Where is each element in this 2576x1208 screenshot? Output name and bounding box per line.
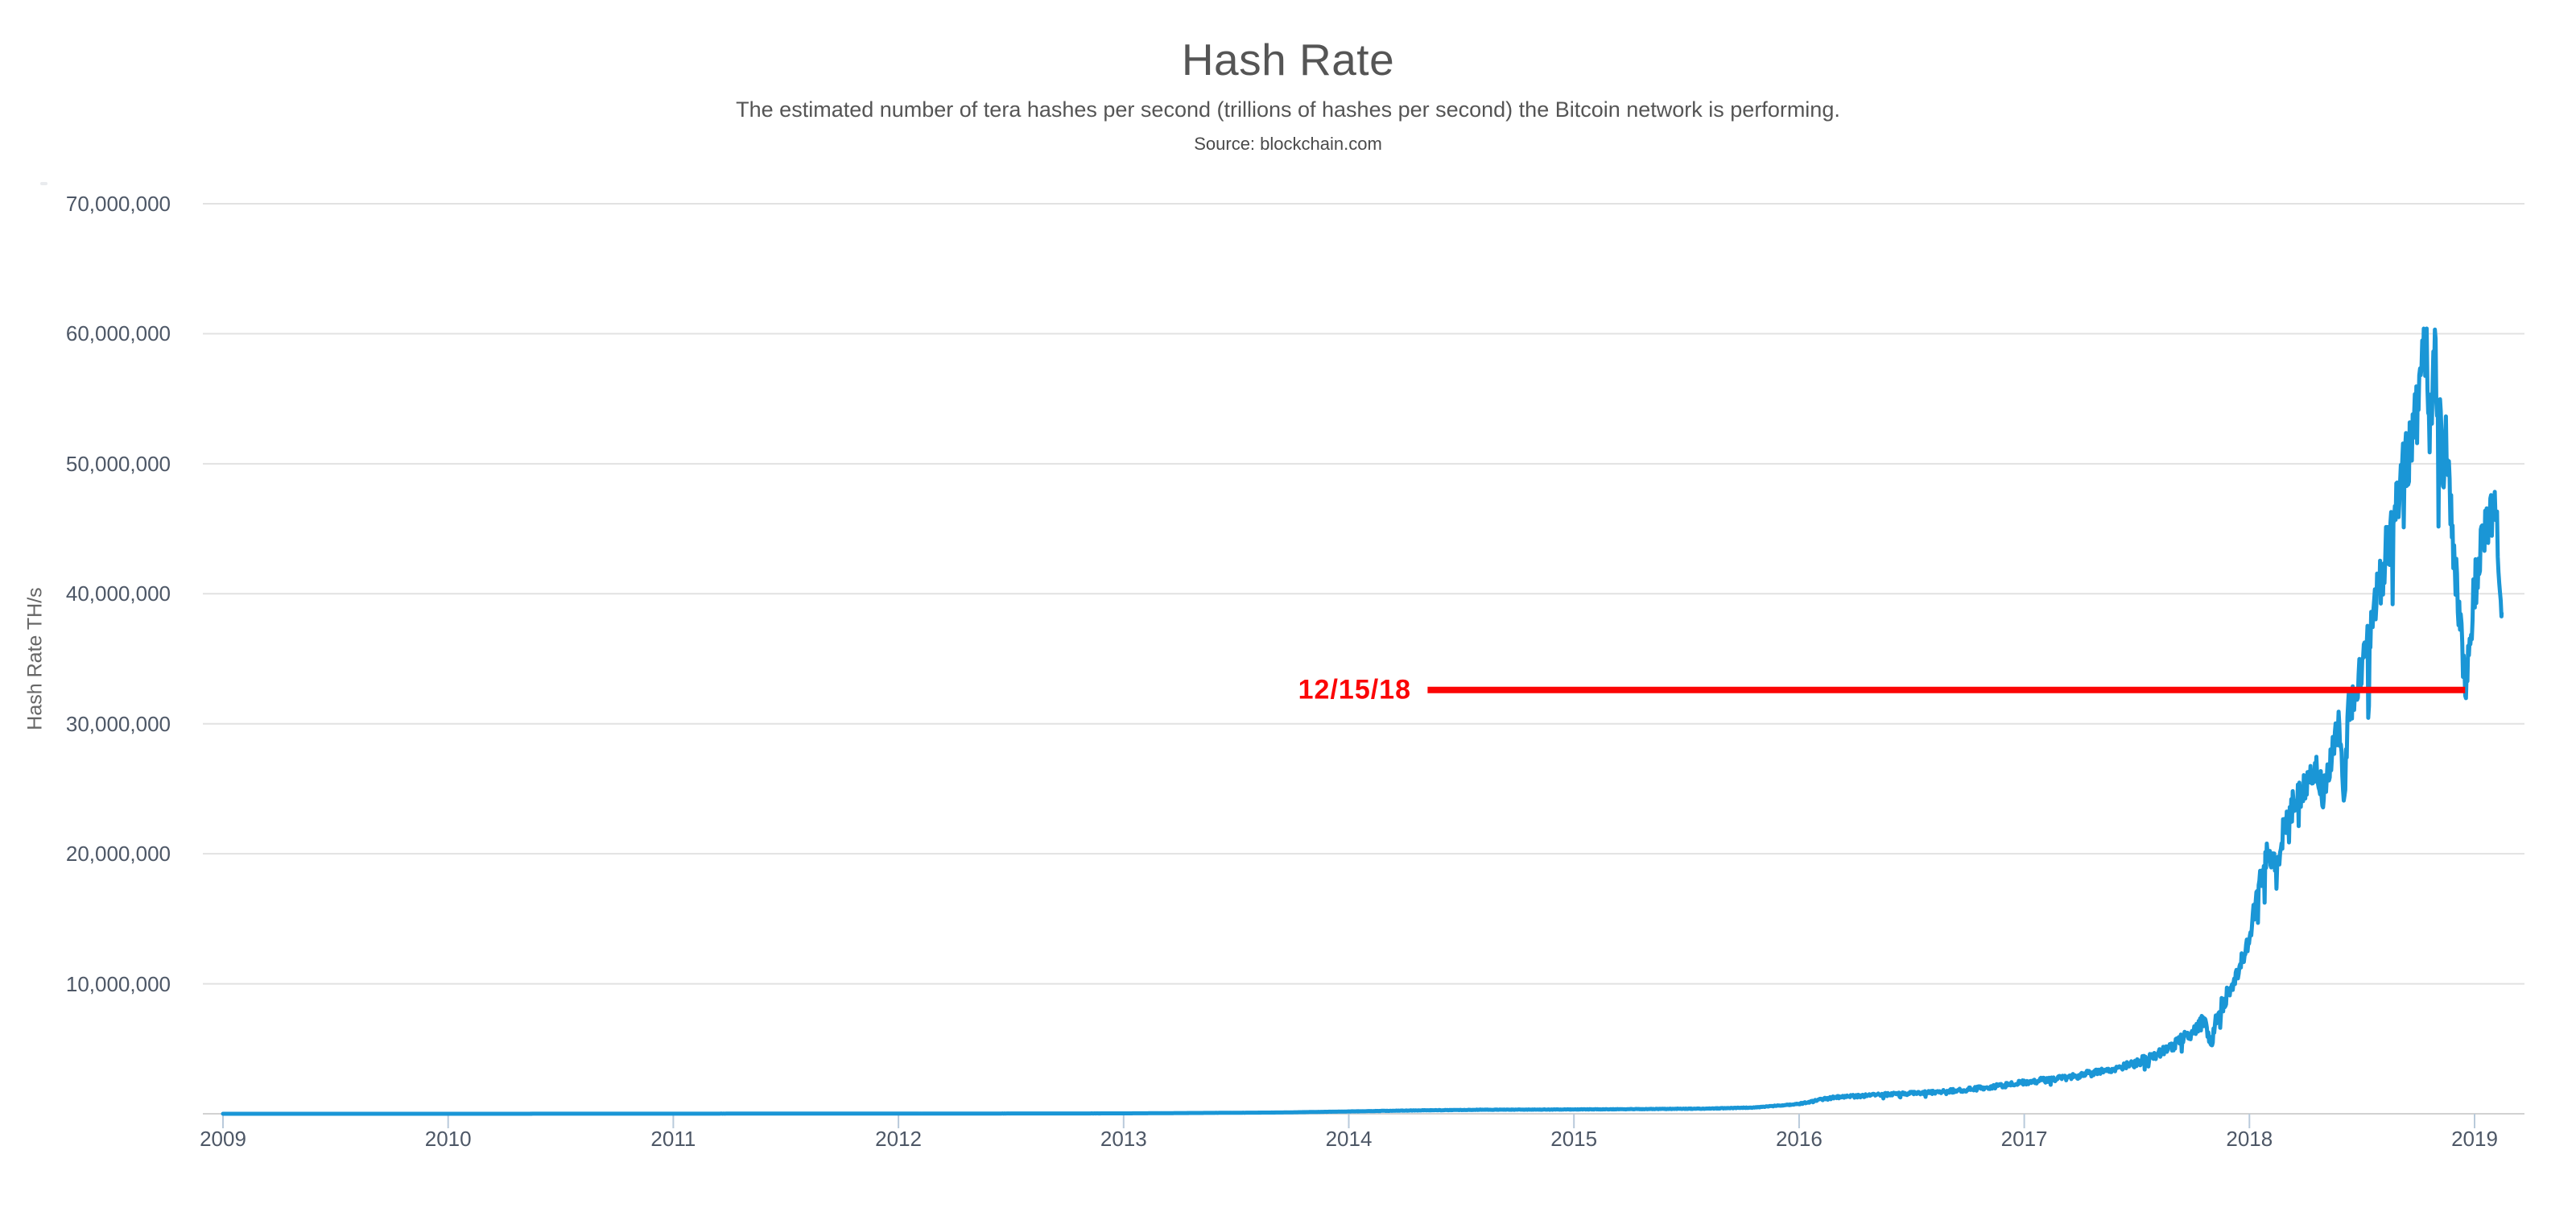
- stray-mark: [40, 182, 47, 185]
- hash-rate-line: [221, 326, 2504, 1116]
- y-tick-label: 60,000,000: [65, 321, 171, 346]
- y-tick-label: 50,000,000: [65, 451, 171, 476]
- x-tick-label: 2014: [1325, 1127, 1373, 1151]
- x-tick-label: 2013: [1100, 1127, 1147, 1151]
- y-tick-label: 30,000,000: [65, 711, 171, 736]
- y-axis-title: Hash Rate TH/s: [23, 587, 47, 730]
- chart-source: Source: blockchain.com: [1194, 134, 1382, 154]
- chart-title: Hash Rate: [1181, 35, 1395, 85]
- annotation-date-label: 12/15/18: [1298, 674, 1411, 705]
- x-tick-label: 2018: [2226, 1127, 2273, 1151]
- x-tick-label: 2011: [650, 1127, 696, 1151]
- y-tick-label: 20,000,000: [65, 842, 171, 867]
- x-tick-label: 2012: [875, 1127, 923, 1151]
- y-tick-label: 10,000,000: [65, 971, 171, 996]
- x-tick-label: 2016: [1775, 1127, 1823, 1151]
- y-tick-label: 70,000,000: [65, 192, 171, 216]
- x-tick-label: 2010: [424, 1127, 472, 1151]
- x-tick-label: 2019: [2451, 1127, 2498, 1151]
- chart-subtitle: The estimated number of tera hashes per …: [736, 97, 1840, 122]
- x-tick-label: 2015: [1550, 1127, 1598, 1151]
- x-tick-label: 2017: [2000, 1127, 2048, 1151]
- x-tick-label: 2009: [200, 1127, 246, 1151]
- y-tick-label: 40,000,000: [65, 581, 171, 606]
